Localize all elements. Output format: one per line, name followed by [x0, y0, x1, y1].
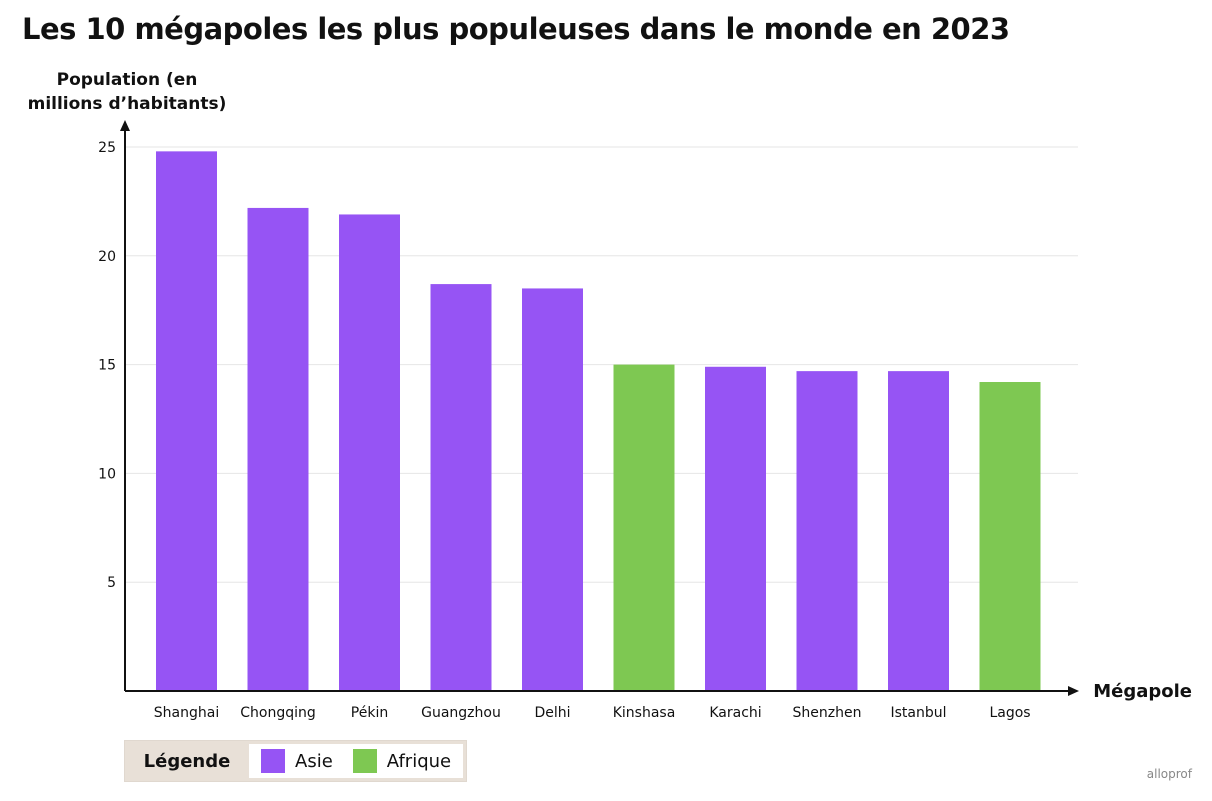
brand-logo: alloprof: [1146, 767, 1192, 781]
legend-label-afrique: Afrique: [386, 750, 452, 772]
legend-item-asie: Asie: [261, 749, 333, 773]
legend: Légende Asie Afrique: [124, 740, 468, 782]
x-tick-label: Chongqing: [240, 705, 316, 721]
legend-swatch-afrique: [352, 749, 377, 773]
bar: [247, 207, 309, 692]
legend-title: Légende: [143, 750, 231, 772]
legend-label-asie: Asie: [295, 750, 333, 772]
x-tick-label: Kinshasa: [613, 705, 676, 721]
y-tick-label: 20: [98, 249, 116, 265]
y-axis-label: Population (en millions d’habitants): [27, 70, 227, 114]
bar: [430, 284, 492, 691]
bar: [705, 366, 766, 691]
bar: [339, 214, 400, 691]
chart-title: Les 10 mégapoles les plus populeuses dan…: [22, 12, 1010, 46]
bar: [613, 364, 675, 691]
x-tick-label: Delhi: [534, 705, 570, 721]
x-tick-label: Pékin: [351, 705, 388, 721]
legend-items: Asie Afrique: [249, 744, 464, 778]
x-tick-label: Shenzhen: [793, 705, 862, 721]
x-tick-label: Shanghai: [154, 705, 219, 721]
y-tick-label: 15: [98, 358, 116, 374]
x-tick-label: Lagos: [989, 705, 1030, 721]
legend-item-afrique: Afrique: [352, 749, 452, 773]
y-tick-label: 5: [107, 575, 116, 591]
bar: [888, 371, 949, 691]
legend-swatch-asie: [261, 749, 285, 773]
x-axis-label: Mégapole: [1093, 681, 1192, 702]
x-tick-label: Guangzhou: [421, 705, 501, 721]
bar: [796, 371, 858, 691]
bar: [156, 151, 217, 692]
bar: [522, 288, 583, 691]
x-axis-arrow: [1068, 686, 1079, 696]
y-tick-label: 10: [98, 466, 116, 482]
x-tick-label: Istanbul: [890, 705, 946, 721]
x-tick-label: Karachi: [709, 705, 761, 721]
y-tick-label: 25: [98, 140, 116, 156]
y-axis-arrow: [120, 120, 130, 131]
bar: [979, 382, 1041, 691]
